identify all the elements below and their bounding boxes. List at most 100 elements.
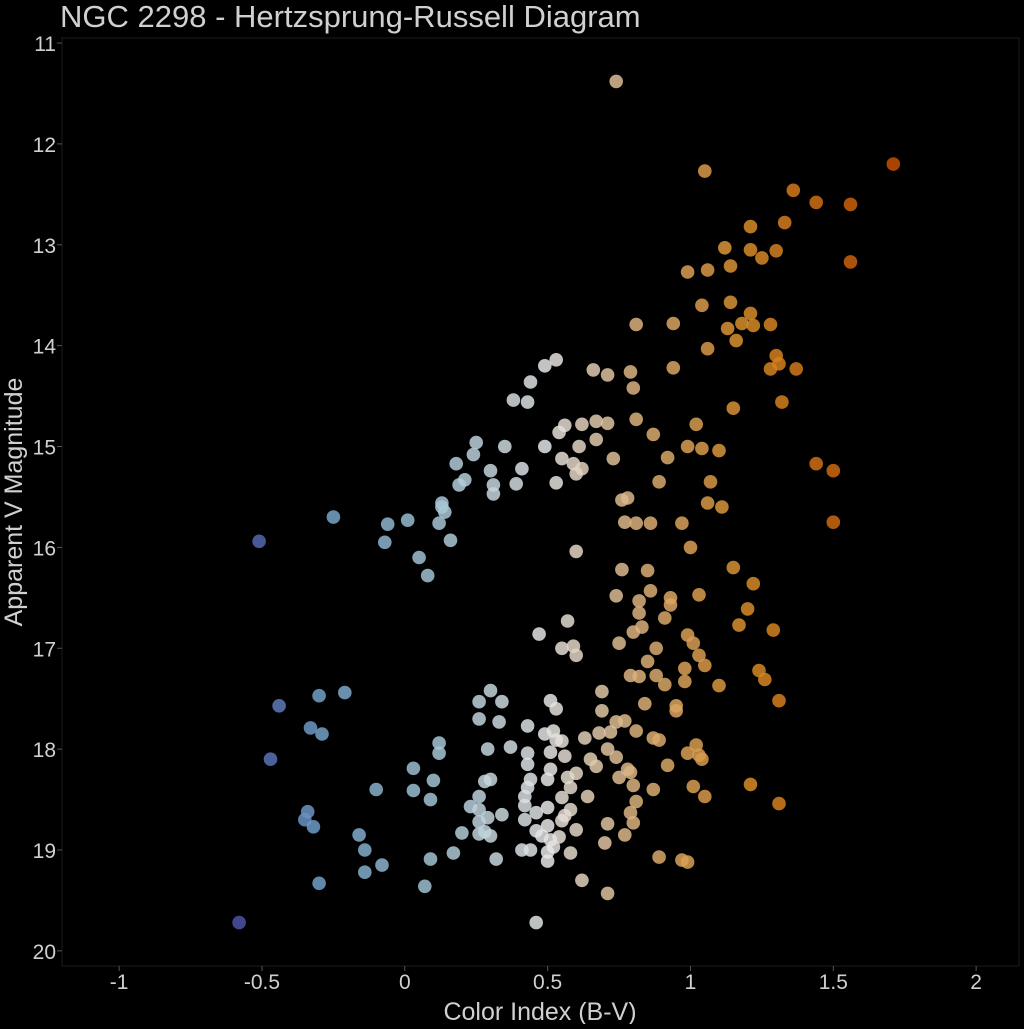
star-point [538, 359, 552, 373]
star-point [777, 215, 792, 230]
star-point [472, 802, 486, 817]
star-point [618, 714, 632, 728]
star-point [452, 478, 466, 492]
star-point [472, 712, 486, 726]
star-point [358, 865, 372, 879]
star-point [678, 661, 692, 676]
star-point [743, 219, 758, 234]
star-point [669, 704, 683, 718]
star-point [303, 721, 318, 735]
star-point [612, 636, 626, 650]
star-point [315, 727, 329, 741]
star-point [652, 850, 666, 864]
star-point [606, 451, 621, 466]
star-point [629, 794, 643, 809]
star-point [486, 487, 501, 501]
star-point [532, 627, 546, 641]
x-tick-label: -0.5 [244, 971, 280, 994]
star-point [455, 826, 469, 840]
star-point [726, 401, 741, 416]
star-point [746, 318, 761, 333]
star-point [666, 316, 681, 331]
star-point [509, 477, 523, 491]
star-point [589, 759, 603, 774]
star-point [763, 362, 778, 376]
star-point [612, 770, 626, 785]
star-point [578, 731, 592, 745]
star-point [743, 306, 758, 321]
star-point [598, 836, 612, 850]
star-point [549, 353, 563, 367]
star-point [483, 772, 498, 787]
star-point [626, 381, 641, 395]
star-point [420, 568, 435, 583]
star-point [600, 742, 615, 756]
star-point [380, 517, 395, 531]
star-point [569, 544, 583, 559]
star-point [483, 829, 498, 843]
star-point [626, 778, 641, 793]
star-point [663, 598, 678, 612]
star-point [540, 772, 555, 787]
star-point [432, 746, 446, 760]
star-point [649, 668, 663, 683]
x-tick-label: 1 [685, 971, 697, 994]
star-point [540, 819, 555, 833]
star-point [600, 886, 615, 901]
star-point [652, 475, 666, 489]
star-point [640, 654, 655, 669]
star-point [520, 757, 535, 772]
star-point [740, 602, 755, 616]
star-point [623, 765, 638, 780]
star-point [423, 852, 438, 866]
star-point [826, 515, 841, 529]
star-point [629, 516, 643, 530]
star-point [569, 648, 583, 663]
star-point [555, 813, 569, 828]
star-point [569, 467, 583, 481]
star-point [523, 375, 538, 389]
star-point [678, 674, 692, 689]
y-tick-label: 11 [34, 33, 56, 56]
star-point [609, 74, 623, 89]
star-point [543, 745, 558, 759]
star-point [589, 414, 603, 429]
star-point [723, 295, 738, 310]
star-point [629, 412, 643, 427]
star-point [423, 792, 438, 807]
star-point [689, 417, 703, 432]
star-point [418, 879, 432, 894]
star-point [312, 876, 326, 891]
star-point [652, 733, 666, 747]
star-point [726, 560, 741, 575]
star-point [680, 439, 695, 454]
star-point [515, 461, 529, 476]
star-point [472, 789, 486, 804]
star-point [680, 855, 695, 869]
y-tick-label: 14 [33, 336, 57, 359]
star-point [492, 715, 506, 729]
star-point [563, 846, 578, 860]
star-point [772, 693, 786, 708]
star-point [720, 321, 735, 336]
star-point [695, 298, 709, 313]
star-point [375, 858, 389, 872]
star-point [772, 796, 786, 811]
star-point [549, 702, 563, 716]
star-point [558, 749, 572, 763]
star-point [609, 750, 623, 764]
star-point [632, 594, 646, 608]
star-point [518, 812, 532, 827]
star-point [666, 361, 681, 375]
star-point [498, 439, 512, 454]
star-point [469, 435, 484, 450]
star-point [506, 393, 521, 407]
star-point [698, 164, 712, 178]
y-tick-label: 15 [33, 437, 56, 460]
star-point [443, 533, 458, 548]
star-point [660, 450, 675, 465]
star-point [400, 513, 415, 527]
star-point [466, 447, 481, 462]
